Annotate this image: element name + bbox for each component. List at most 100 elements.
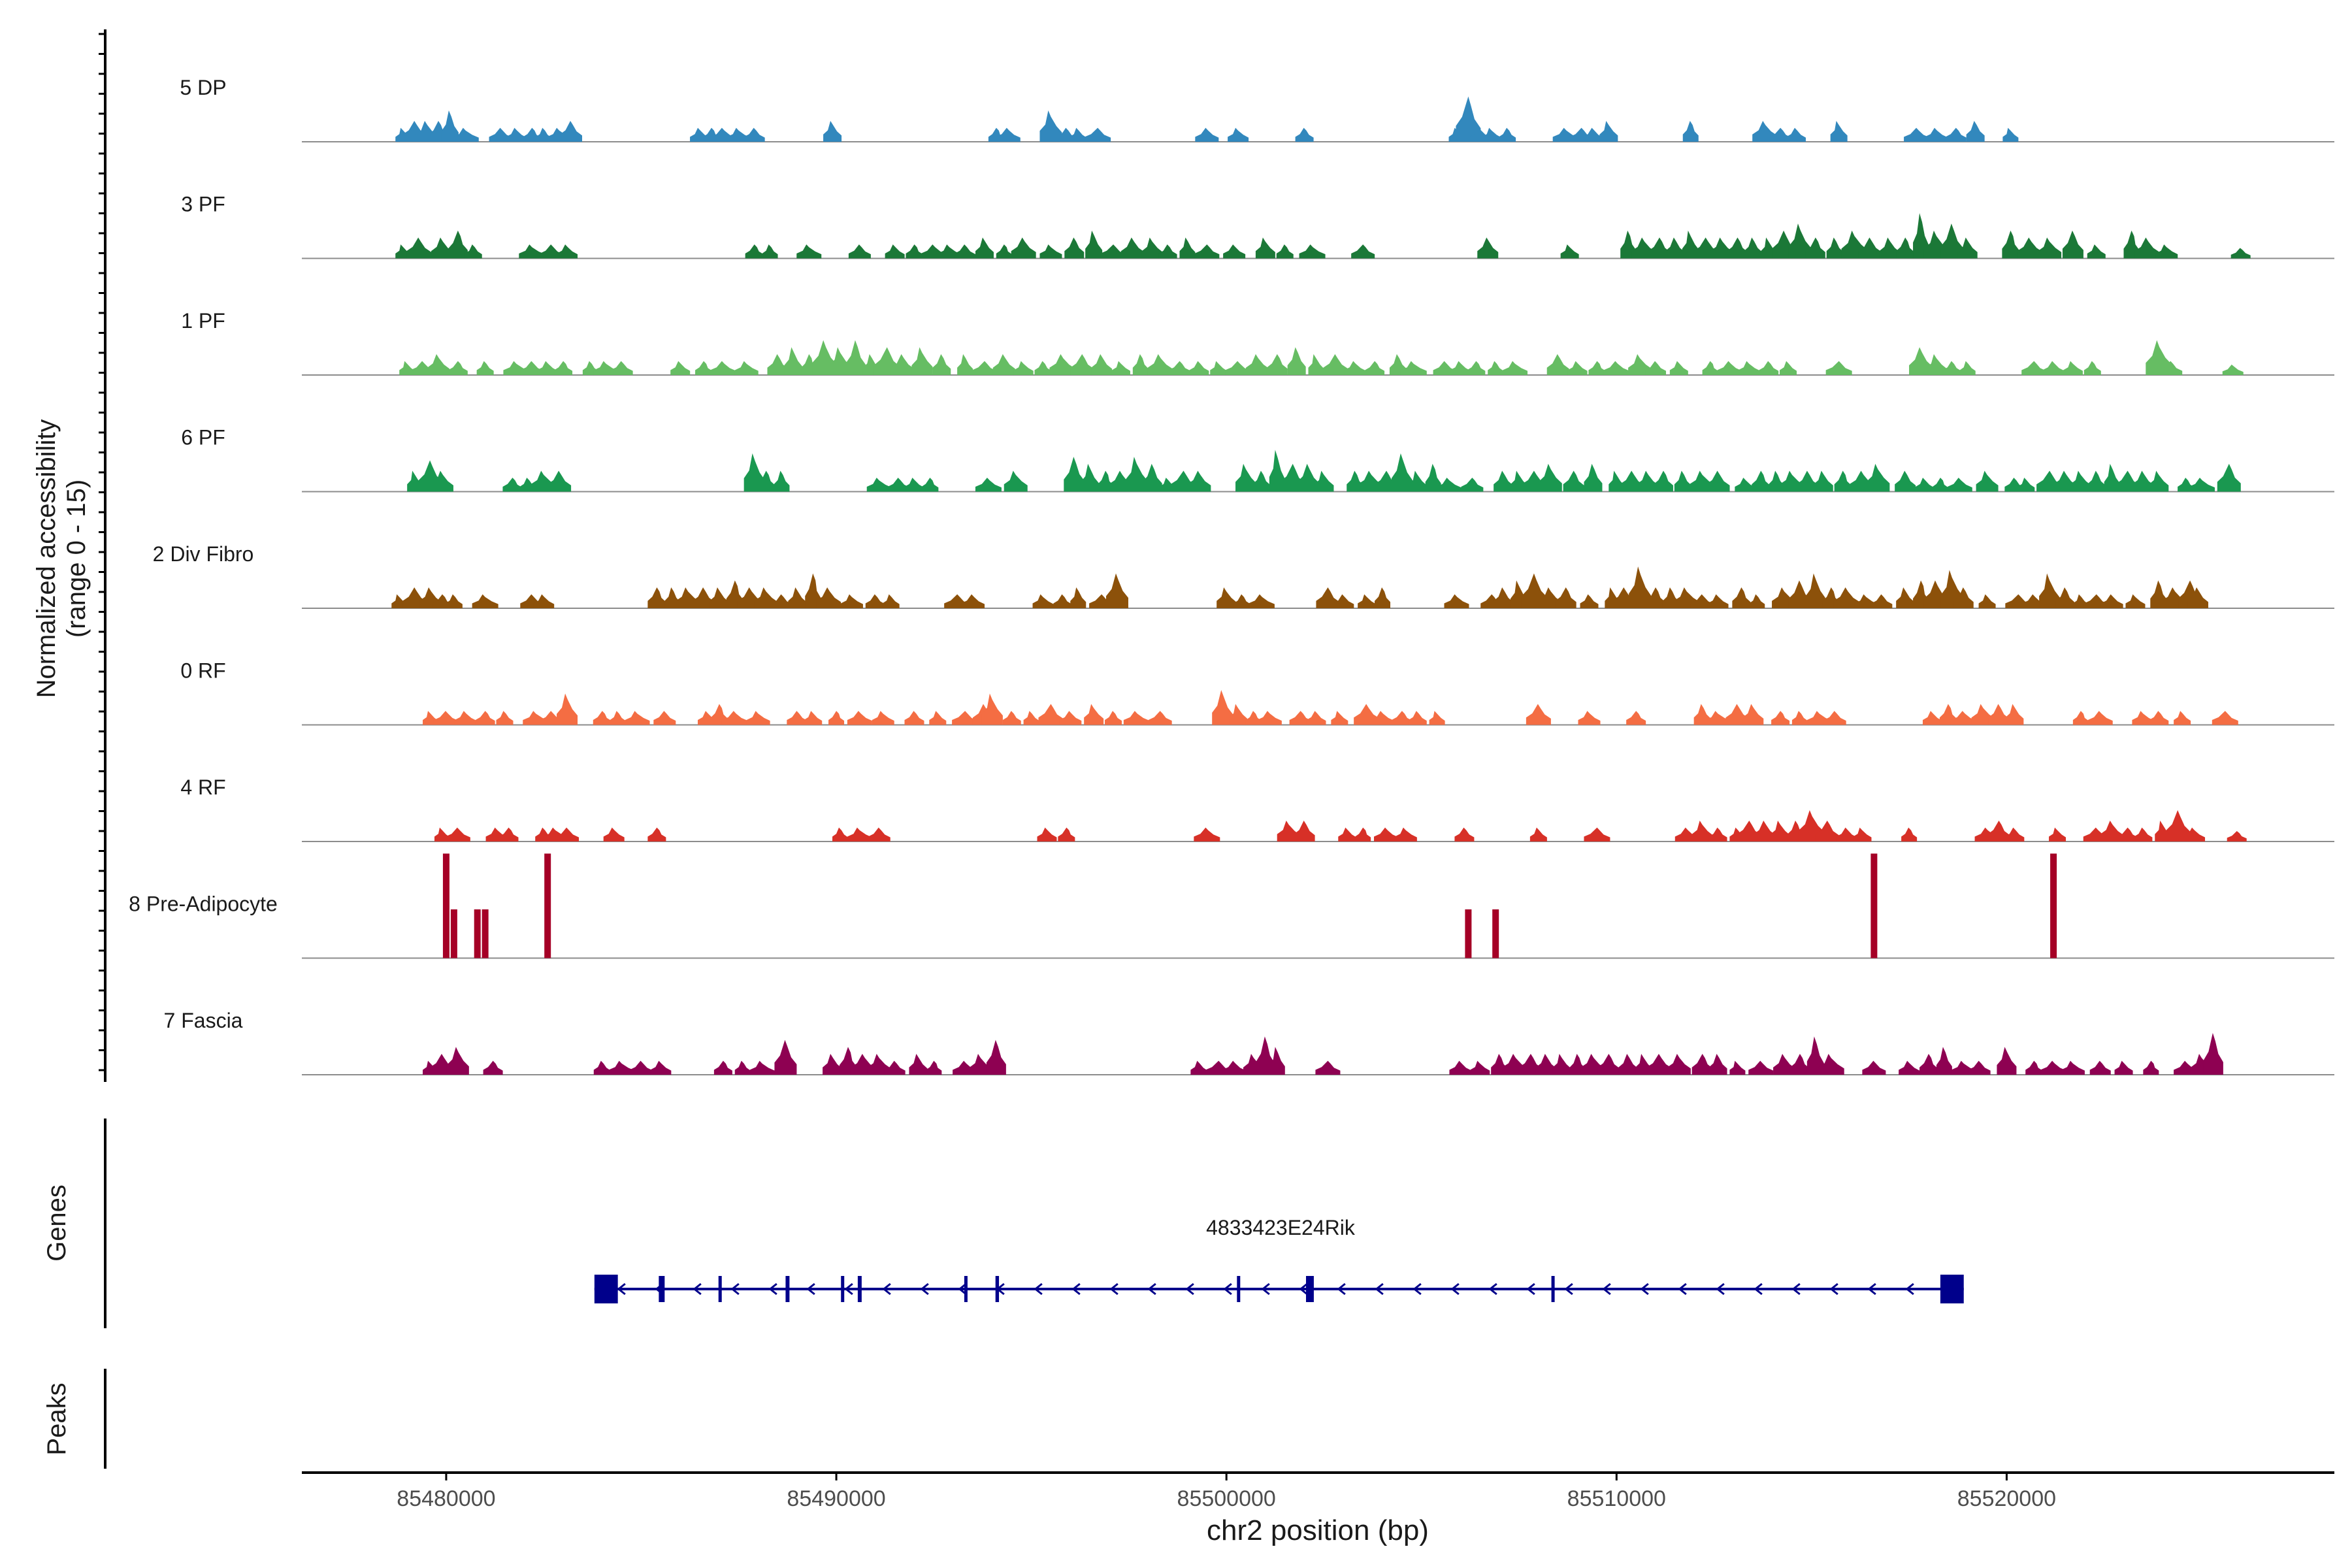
coverage-peak xyxy=(904,711,924,725)
coverage-peak xyxy=(911,347,933,375)
strand-arrow xyxy=(1223,1282,1232,1296)
coverage-peak xyxy=(1373,827,1399,841)
coverage-peak xyxy=(1070,587,1086,608)
coverage-peak xyxy=(506,127,527,142)
coverage-peak xyxy=(1833,587,1860,608)
coverage-peak xyxy=(823,1054,843,1075)
coverage-peak xyxy=(969,1054,992,1075)
coverage-peak xyxy=(1358,594,1377,608)
coverage-peak xyxy=(1805,573,1825,608)
coverage-peak xyxy=(2100,594,2123,608)
coverage-peak xyxy=(1195,127,1219,142)
coverage-peak xyxy=(1252,470,1271,492)
coverage-peak xyxy=(1988,704,2010,725)
coverage-peak xyxy=(1081,463,1100,492)
coverage-peak xyxy=(1806,1036,1824,1075)
coverage-peak xyxy=(555,827,580,841)
coverage-peak xyxy=(840,594,863,608)
coverage-peak xyxy=(1210,361,1228,375)
coverage-peak xyxy=(1773,1054,1796,1075)
coverage-peak xyxy=(2166,810,2191,841)
coverage-peak xyxy=(1187,470,1211,492)
coverage-peak xyxy=(1308,354,1324,375)
coverage-peak xyxy=(2083,361,2101,375)
coverage-peak xyxy=(745,244,764,259)
x-tick-label: 85510000 xyxy=(1567,1486,1666,1511)
coverage-peak xyxy=(1306,711,1326,725)
coverage-peak xyxy=(1667,1054,1691,1075)
gene-exon xyxy=(1940,1275,1964,1303)
strand-arrow xyxy=(1791,1282,1801,1296)
coverage-peak xyxy=(427,354,449,375)
coverage-peak xyxy=(1351,244,1375,259)
coverage-peak xyxy=(1492,909,1499,958)
coverage-peak xyxy=(2021,361,2047,375)
track-3-pf: 3 PF xyxy=(181,193,2334,259)
coverage-peak xyxy=(647,587,666,608)
coverage-peak xyxy=(1425,463,1441,492)
coverage-peak xyxy=(1085,230,1103,259)
coverage-peak xyxy=(986,1039,1006,1075)
coverage-peak xyxy=(1494,470,1514,492)
coverage-peak xyxy=(767,354,789,375)
coverage-peak xyxy=(904,478,924,492)
strand-arrow xyxy=(730,1282,740,1296)
coverage-peak xyxy=(1256,711,1282,725)
coverage-peak xyxy=(1738,361,1761,375)
coverage-peak xyxy=(1582,127,1604,142)
coverage-peak xyxy=(1791,711,1808,725)
coverage-peak xyxy=(1123,711,1150,725)
coverage-peak xyxy=(2050,853,2057,958)
coverage-peak xyxy=(554,361,573,375)
coverage-peak xyxy=(2055,587,2074,608)
coverage-peak xyxy=(981,693,1003,725)
coverage-peak xyxy=(498,827,519,841)
strand-arrow xyxy=(693,1282,702,1296)
coverage-peak xyxy=(828,711,845,725)
coverage-peak xyxy=(1408,470,1427,492)
coverage-peak xyxy=(1836,827,1857,841)
accessibility-y-ticks xyxy=(99,33,105,1071)
coverage-peak xyxy=(784,347,803,375)
coverage-peak xyxy=(1148,711,1172,725)
coverage-peak xyxy=(474,909,481,958)
coverage-peak xyxy=(1646,587,1666,608)
coverage-peak xyxy=(2132,711,2155,725)
coverage-peak xyxy=(1454,827,1475,841)
coverage-peak xyxy=(1987,821,2010,841)
coverage-peak xyxy=(1467,361,1486,375)
coverage-peak xyxy=(816,587,841,608)
coverage-peak xyxy=(1064,457,1085,492)
coverage-peak xyxy=(448,361,468,375)
coverage-peak xyxy=(1959,361,1976,375)
coverage-peak xyxy=(804,711,823,725)
strand-arrow xyxy=(1564,1282,1573,1296)
coverage-peak xyxy=(1229,704,1248,725)
coverage-peak xyxy=(2187,587,2209,608)
coverage-peak xyxy=(734,361,759,375)
coverage-peak xyxy=(1691,821,1713,841)
coverage-peak xyxy=(1477,237,1499,259)
coverage-peak xyxy=(1222,1060,1247,1075)
coverage-peak xyxy=(465,244,482,259)
coverage-peak xyxy=(1646,1054,1673,1075)
coverage-peak xyxy=(921,478,939,492)
coverage-peak xyxy=(670,361,691,375)
coverage-peak xyxy=(1064,237,1085,259)
coverage-peak xyxy=(1727,237,1748,259)
coverage-peak xyxy=(448,230,468,259)
coverage-peak xyxy=(1400,361,1427,375)
strand-arrow xyxy=(1905,1282,1914,1296)
coverage-peak xyxy=(1315,1060,1341,1075)
coverage-peak xyxy=(1584,827,1610,841)
coverage-peak xyxy=(1070,354,1094,375)
coverage-peak xyxy=(1269,449,1285,492)
coverage-peak xyxy=(2183,827,2206,841)
coverage-peak xyxy=(2042,361,2065,375)
coverage-peak xyxy=(1925,354,1947,375)
coverage-peak xyxy=(1717,361,1742,375)
coverage-peak xyxy=(1957,237,1978,259)
coverage-peak xyxy=(796,244,822,259)
coverage-peak xyxy=(446,1047,469,1075)
coverage-peak xyxy=(2149,470,2169,492)
